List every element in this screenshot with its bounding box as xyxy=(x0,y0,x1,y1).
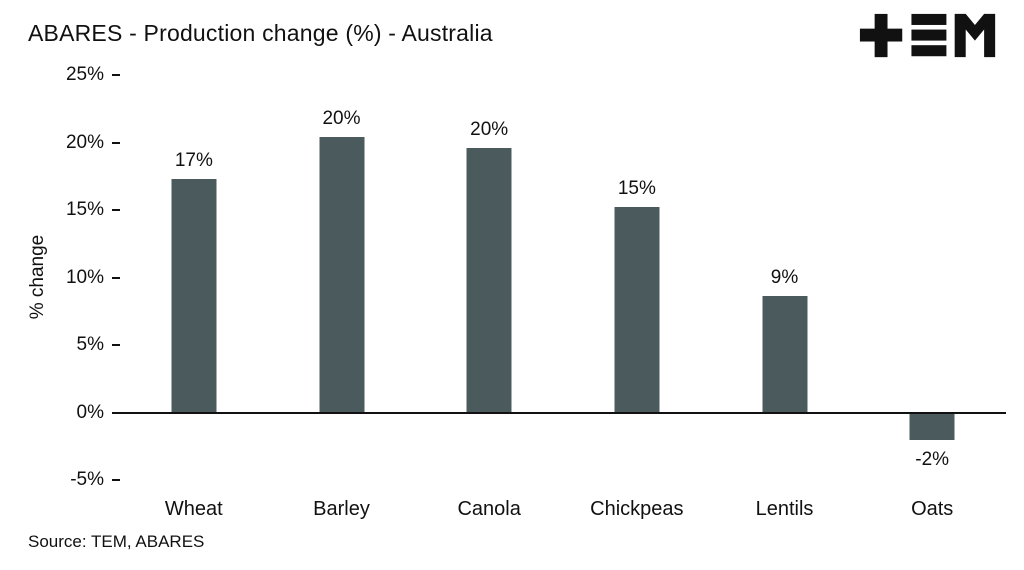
y-tick-label: 5% xyxy=(76,334,104,355)
logo-bars-icon xyxy=(911,13,947,25)
y-tick-label: 10% xyxy=(65,266,104,288)
bar-lentils xyxy=(762,296,808,413)
bar-canola xyxy=(466,147,512,413)
x-axis: Wheat Barley Canola Chickpeas Lentils Oats xyxy=(120,498,1006,521)
bar-column-barley: 20% xyxy=(268,75,416,480)
y-tick-label: 25% xyxy=(65,64,104,85)
y-tick-mark xyxy=(112,344,120,346)
y-axis-title: % change xyxy=(27,234,48,320)
x-axis-label: Oats xyxy=(911,498,954,520)
y-tick-mark xyxy=(112,479,120,481)
bar-column-canola: 20% xyxy=(415,75,563,480)
plot-area: 17% 20% 20% 15% 9% -2% 25% 20% 15% 10% 5% 0% -5% xyxy=(66,64,1006,490)
y-tick-label: 20% xyxy=(65,131,104,153)
bar-value-label: -2% xyxy=(915,448,950,470)
bar-barley xyxy=(319,137,364,413)
y-tick-mark xyxy=(112,74,120,76)
bar-oats xyxy=(909,412,955,440)
y-tick-mark xyxy=(112,209,120,211)
bar-column-oats: -2% xyxy=(858,75,1006,480)
y-tick-mark xyxy=(112,141,120,144)
bar-wheat xyxy=(171,178,217,413)
source-text: Source: TEM, ABARES xyxy=(28,532,205,551)
logo-m-icon xyxy=(954,13,996,58)
bar-column-lentils: 9% xyxy=(711,75,859,480)
bar-column-chickpeas: 15% xyxy=(563,75,711,480)
x-axis-label: Chickpeas xyxy=(590,498,684,520)
bar-columns: 17% 20% 20% 15% 9% -2% xyxy=(120,75,1006,480)
y-tick-mark xyxy=(112,276,120,279)
bar-value-label: 9% xyxy=(770,267,799,289)
bar-value-label: 20% xyxy=(470,118,509,140)
x-axis-label: Lentils xyxy=(755,498,814,520)
tem-logo xyxy=(859,13,996,58)
bar-value-label: 20% xyxy=(322,108,361,130)
x-axis-label: Barley xyxy=(313,498,370,520)
y-tick-label: 15% xyxy=(65,199,104,220)
bar-value-label: 15% xyxy=(617,178,656,200)
x-axis-line xyxy=(112,411,1006,414)
bar-value-label: 17% xyxy=(174,149,213,171)
bar-column-wheat: 17% xyxy=(120,75,268,480)
y-tick-label: 0% xyxy=(76,401,104,423)
bar-chickpeas xyxy=(614,207,660,413)
x-axis-label: Wheat xyxy=(164,498,223,520)
y-tick-label: -5% xyxy=(70,469,104,490)
x-axis-label: Canola xyxy=(457,498,521,520)
page-title: ABARES - Production change (%) - Austral… xyxy=(28,20,493,46)
